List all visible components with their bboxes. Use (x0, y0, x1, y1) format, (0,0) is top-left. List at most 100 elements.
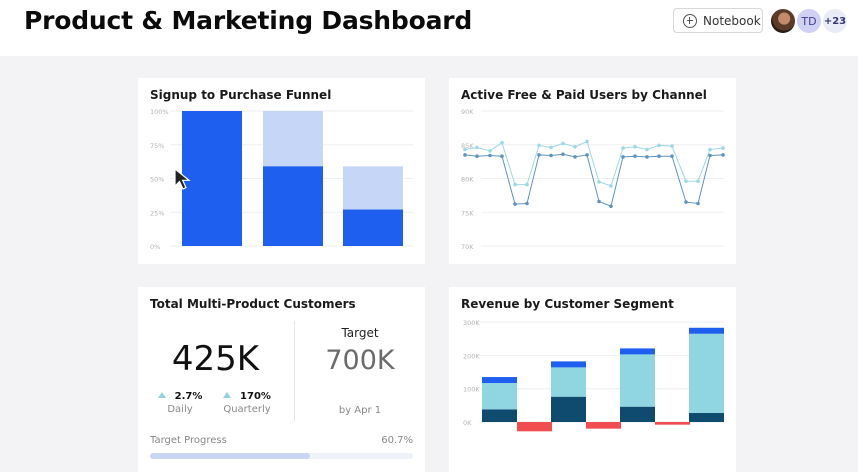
revenue-bar-segment (620, 348, 655, 355)
progress-label: Target Progress (150, 435, 227, 446)
data-point (657, 143, 661, 148)
data-point (525, 201, 529, 206)
kpi-value: 425K (171, 339, 260, 379)
data-point (684, 179, 688, 183)
data-point (537, 153, 541, 157)
data-point (475, 154, 479, 158)
y-tick-label: 0% (150, 243, 160, 251)
data-point (585, 139, 589, 144)
data-point (573, 145, 577, 149)
data-point (633, 154, 637, 158)
app-header: Product & Marketing Dashboard Notebook T… (0, 0, 858, 56)
revenue-bar-negative (586, 422, 621, 429)
mouse-cursor-icon (174, 167, 191, 190)
data-point (463, 153, 467, 157)
data-point (708, 147, 712, 152)
data-point (609, 184, 613, 188)
quarterly-stat: 170% Quarterly (217, 391, 277, 415)
revenue-card[interactable]: Revenue by Customer Segment 300K 200K 100K… (449, 287, 736, 472)
series-line (464, 140, 724, 187)
funnel-bar-converted (263, 166, 323, 246)
y-tick-label: 75K (461, 209, 474, 217)
data-point (670, 144, 674, 148)
data-point (597, 180, 601, 184)
y-tick-label: 80K (461, 176, 474, 184)
revenue-bar-segment (482, 409, 517, 422)
card-title: Signup to Purchase Funnel (150, 88, 332, 102)
data-point (537, 143, 541, 148)
avatar[interactable] (769, 7, 797, 35)
y-tick-label: 90K (461, 108, 474, 116)
users-line-chart: 90K 85K 80K 75K 70K (461, 108, 725, 251)
y-tick-label: 70K (461, 243, 474, 251)
revenue-bar-segment (551, 396, 586, 422)
data-point (513, 182, 517, 187)
revenue-bar-segment (689, 333, 724, 414)
data-point (670, 154, 674, 158)
card-title: Active Free & Paid Users by Channel (461, 88, 707, 102)
data-point (561, 141, 565, 146)
data-point (609, 204, 613, 208)
data-point (500, 154, 504, 158)
data-point (657, 154, 661, 158)
notebook-button[interactable]: Notebook (673, 8, 763, 33)
y-tick-label: 25% (150, 209, 164, 217)
arrow-up-icon (157, 392, 166, 398)
data-point (597, 199, 601, 204)
target-value: 700K (325, 345, 395, 376)
y-tick-label: 100% (150, 108, 169, 116)
multi-product-card[interactable]: Total Multi-Product Customers 425K 2.7% … (138, 287, 425, 472)
funnel-chart: 100% 75% 50% 25% 0% (150, 108, 413, 251)
data-point (684, 200, 688, 204)
more-collaborators-badge[interactable]: +23 (821, 7, 849, 35)
funnel-card[interactable]: Signup to Purchase Funnel 100% 75% 50% 25% 0… (138, 78, 425, 264)
page-title: Product & Marketing Dashboard (24, 6, 473, 35)
revenue-bar-segment (620, 406, 655, 422)
revenue-bar-negative (655, 422, 690, 425)
data-point (513, 202, 517, 206)
data-point (500, 140, 504, 145)
data-point (621, 155, 625, 159)
data-point (549, 153, 553, 158)
arrow-up-icon (223, 392, 232, 398)
data-point (549, 145, 553, 150)
progress-fill (150, 453, 310, 459)
daily-value: 2.7% (174, 391, 203, 402)
y-tick-label: 75% (150, 142, 164, 150)
revenue-bar-segment (551, 361, 586, 368)
data-point (475, 145, 479, 150)
data-point (573, 155, 577, 159)
revenue-chart: 300K 200K 100K 0K (463, 319, 724, 432)
y-tick-label: 200K (463, 352, 480, 360)
quarterly-value: 170% (240, 391, 271, 402)
data-point (525, 182, 529, 187)
card-title: Revenue by Customer Segment (461, 297, 674, 311)
revenue-bar-segment (482, 383, 517, 410)
data-point (463, 147, 467, 152)
y-tick-label: 0K (463, 419, 472, 427)
users-card[interactable]: Active Free & Paid Users by Channel 90K 8… (449, 78, 736, 264)
plus-circle-icon (683, 13, 697, 28)
avatar-initials[interactable]: TD (795, 7, 823, 35)
data-point (708, 153, 712, 158)
revenue-bar-segment (551, 367, 586, 397)
revenue-bar-segment (689, 327, 724, 334)
y-tick-label: 50% (150, 176, 164, 184)
data-point (721, 146, 725, 150)
divider (294, 321, 295, 421)
series-line (464, 153, 724, 207)
data-point (696, 201, 700, 206)
data-point (696, 179, 700, 183)
target-date: by Apr 1 (338, 405, 382, 416)
target-label: Target (341, 326, 379, 340)
funnel-bar-converted (182, 111, 242, 246)
progress-percent: 60.7% (381, 435, 413, 446)
y-tick-label: 300K (463, 319, 480, 327)
data-point (621, 146, 625, 150)
daily-stat: 2.7% Daily (150, 391, 210, 415)
data-point (721, 153, 725, 157)
progress-bar (150, 453, 413, 459)
revenue-bar-segment (689, 413, 724, 422)
revenue-bar-segment (620, 354, 655, 407)
y-tick-label: 85K (461, 142, 474, 150)
